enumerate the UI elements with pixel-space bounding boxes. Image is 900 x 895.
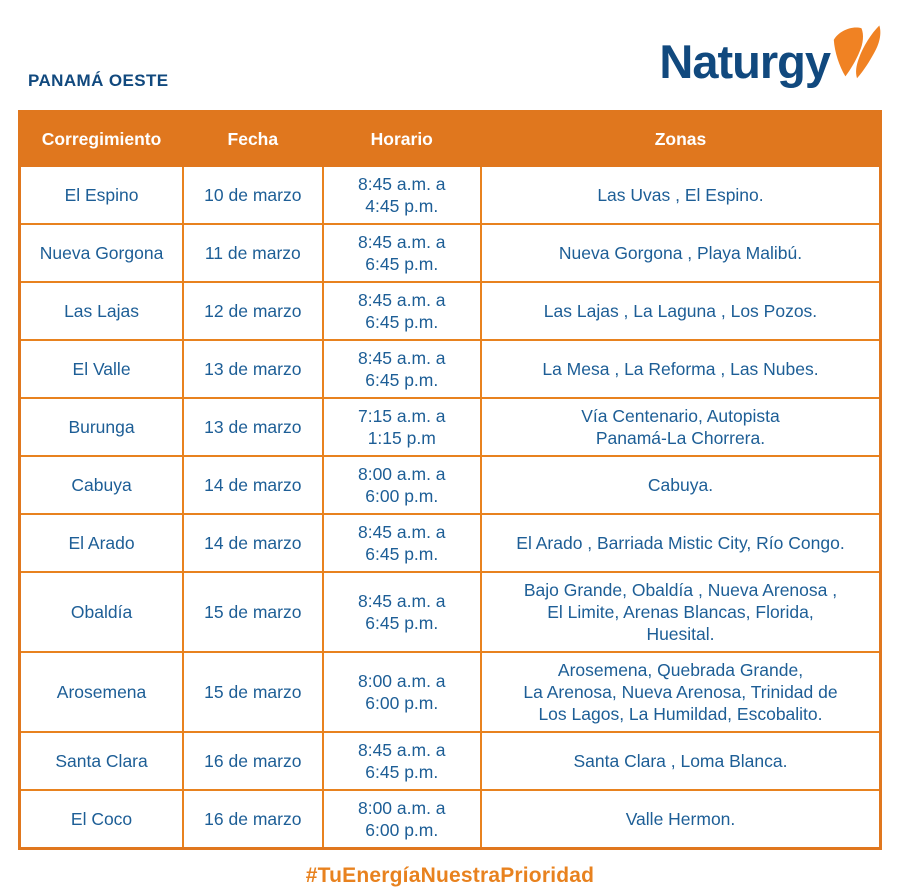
- table-row: Nueva Gorgona 11 de marzo 8:45 a.m. a 6:…: [18, 223, 882, 283]
- cell-zonas: Nueva Gorgona , Playa Malibú.: [479, 223, 882, 283]
- cell-fecha: 16 de marzo: [182, 789, 324, 850]
- cell-corregimiento: Burunga: [18, 397, 185, 457]
- cell-horario: 8:00 a.m. a 6:00 p.m.: [321, 651, 482, 733]
- cell-corregimiento: El Arado: [18, 513, 185, 573]
- cell-corregimiento: Nueva Gorgona: [18, 223, 185, 283]
- cell-fecha: 14 de marzo: [182, 455, 324, 515]
- cell-horario: 8:45 a.m. a 6:45 p.m.: [321, 339, 482, 399]
- page-header: PANAMÁ OESTE Naturgy: [0, 0, 900, 110]
- cell-fecha: 11 de marzo: [182, 223, 324, 283]
- naturgy-logo: Naturgy: [659, 24, 882, 91]
- cell-fecha: 12 de marzo: [182, 281, 324, 341]
- table-row: Burunga 13 de marzo 7:15 a.m. a 1:15 p.m…: [18, 397, 882, 457]
- naturgy-butterfly-icon: [830, 24, 882, 91]
- outage-schedule-table: Corregimiento Fecha Horario Zonas El Esp…: [18, 110, 882, 850]
- cell-fecha: 16 de marzo: [182, 731, 324, 791]
- table-header-row: Corregimiento Fecha Horario Zonas: [18, 110, 882, 167]
- cell-horario: 8:00 a.m. a 6:00 p.m.: [321, 789, 482, 850]
- table-row: Obaldía 15 de marzo 8:45 a.m. a 6:45 p.m…: [18, 571, 882, 653]
- naturgy-logo-text: Naturgy: [659, 35, 831, 88]
- cell-horario: 8:45 a.m. a 6:45 p.m.: [321, 281, 482, 341]
- footer-hashtag: #TuEnergíaNuestraPrioridad: [305, 864, 595, 887]
- cell-zonas: Santa Clara , Loma Blanca.: [479, 731, 882, 791]
- cell-zonas: El Arado , Barriada Mistic City, Río Con…: [479, 513, 882, 573]
- cell-zonas: Bajo Grande, Obaldía , Nueva Arenosa , E…: [479, 571, 882, 653]
- table-row: Cabuya 14 de marzo 8:00 a.m. a 6:00 p.m.…: [18, 455, 882, 515]
- column-header-horario: Horario: [321, 110, 482, 167]
- cell-zonas: Arosemena, Quebrada Grande, La Arenosa, …: [479, 651, 882, 733]
- table-row: Arosemena 15 de marzo 8:00 a.m. a 6:00 p…: [18, 651, 882, 733]
- cell-fecha: 13 de marzo: [182, 339, 324, 399]
- column-header-zonas: Zonas: [479, 110, 882, 167]
- region-title: PANAMÁ OESTE: [28, 71, 169, 90]
- cell-corregimiento: El Espino: [18, 165, 185, 225]
- cell-fecha: 10 de marzo: [182, 165, 324, 225]
- cell-fecha: 14 de marzo: [182, 513, 324, 573]
- cell-corregimiento: Las Lajas: [18, 281, 185, 341]
- cell-fecha: 15 de marzo: [182, 651, 324, 733]
- cell-zonas: Las Uvas , El Espino.: [479, 165, 882, 225]
- cell-corregimiento: Cabuya: [18, 455, 185, 515]
- cell-zonas: La Mesa , La Reforma , Las Nubes.: [479, 339, 882, 399]
- table-row: El Espino 10 de marzo 8:45 a.m. a 4:45 p…: [18, 165, 882, 225]
- cell-zonas: Valle Hermon.: [479, 789, 882, 850]
- cell-fecha: 13 de marzo: [182, 397, 324, 457]
- column-header-corregimiento: Corregimiento: [18, 110, 185, 167]
- cell-corregimiento: Santa Clara: [18, 731, 185, 791]
- cell-corregimiento: El Valle: [18, 339, 185, 399]
- cell-zonas: Las Lajas , La Laguna , Los Pozos.: [479, 281, 882, 341]
- column-header-fecha: Fecha: [182, 110, 324, 167]
- table-row: El Coco 16 de marzo 8:00 a.m. a 6:00 p.m…: [18, 789, 882, 850]
- table-row: El Valle 13 de marzo 8:45 a.m. a 6:45 p.…: [18, 339, 882, 399]
- cell-horario: 8:00 a.m. a 6:00 p.m.: [321, 455, 482, 515]
- cell-horario: 8:45 a.m. a 6:45 p.m.: [321, 513, 482, 573]
- cell-fecha: 15 de marzo: [182, 571, 324, 653]
- cell-corregimiento: El Coco: [18, 789, 185, 850]
- cell-zonas: Cabuya.: [479, 455, 882, 515]
- table-row: Las Lajas 12 de marzo 8:45 a.m. a 6:45 p…: [18, 281, 882, 341]
- cell-zonas: Vía Centenario, Autopista Panamá-La Chor…: [479, 397, 882, 457]
- cell-corregimiento: Obaldía: [18, 571, 185, 653]
- table-row: Santa Clara 16 de marzo 8:45 a.m. a 6:45…: [18, 731, 882, 791]
- cell-horario: 8:45 a.m. a 6:45 p.m.: [321, 223, 482, 283]
- cell-corregimiento: Arosemena: [18, 651, 185, 733]
- cell-horario: 8:45 a.m. a 6:45 p.m.: [321, 571, 482, 653]
- cell-horario: 8:45 a.m. a 4:45 p.m.: [321, 165, 482, 225]
- cell-horario: 8:45 a.m. a 6:45 p.m.: [321, 731, 482, 791]
- cell-horario: 7:15 a.m. a 1:15 p.m: [321, 397, 482, 457]
- table-row: El Arado 14 de marzo 8:45 a.m. a 6:45 p.…: [18, 513, 882, 573]
